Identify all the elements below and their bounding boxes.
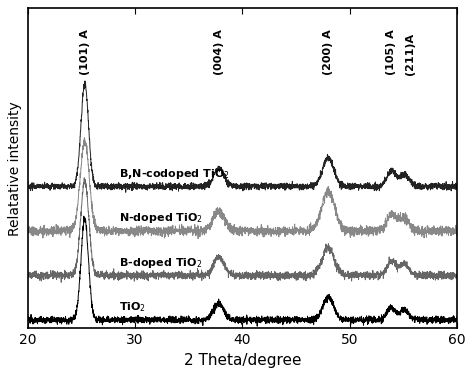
- Text: (211)A: (211)A: [405, 33, 415, 75]
- Text: (200) A: (200) A: [323, 29, 333, 75]
- Y-axis label: Relatative intensity: Relatative intensity: [9, 101, 22, 236]
- Text: B-doped TiO$_2$: B-doped TiO$_2$: [119, 256, 202, 270]
- X-axis label: 2 Theta/degree: 2 Theta/degree: [183, 353, 301, 368]
- Text: (105) A: (105) A: [386, 29, 396, 75]
- Text: N-doped TiO$_2$: N-doped TiO$_2$: [119, 211, 203, 225]
- Text: (004) A: (004) A: [214, 29, 224, 75]
- Text: B,N-codoped TiO$_2$: B,N-codoped TiO$_2$: [119, 167, 230, 181]
- Text: (101) A: (101) A: [80, 29, 90, 75]
- Text: TiO$_2$: TiO$_2$: [119, 300, 146, 314]
